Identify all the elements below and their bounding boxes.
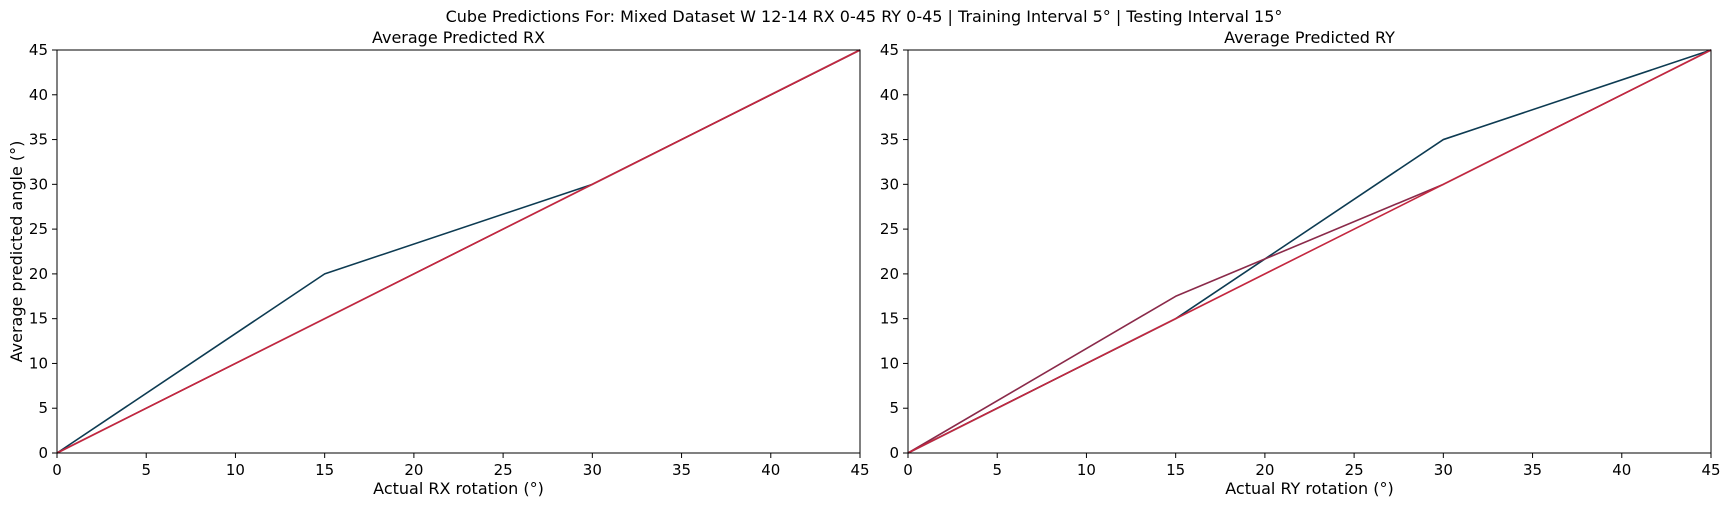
ax-ry-title: Average Predicted RY [1224, 28, 1395, 47]
ax-rx-title: Average Predicted RX [372, 28, 545, 47]
ax-rx-y-tick-label: 35 [29, 131, 48, 149]
ax-ry-y-tick-label: 40 [880, 86, 899, 104]
ax-ry-x-tick-label: 10 [1077, 461, 1096, 479]
ax-rx-x-tick-label: 45 [850, 461, 869, 479]
ax-rx-x-tick-label: 25 [494, 461, 513, 479]
subplot-ry: 0 5 10 15 20 25 30 35 40 45 0 5 10 15 20 25 30 35 40 45 Aver… [880, 28, 1721, 498]
ax-ry-x-tick-label: 0 [903, 461, 913, 479]
ax-rx-y-tick-label: 0 [38, 444, 48, 462]
ax-rx-y-tick-label: 20 [29, 265, 48, 283]
ax-rx-x-axis-label: Actual RX rotation (°) [373, 479, 544, 498]
ax-ry-frame [907, 49, 1712, 454]
ax-rx-x-tick-label: 15 [315, 461, 334, 479]
ax-rx-y-tick-label: 15 [29, 310, 48, 328]
ax-ry-y-tick-label: 15 [880, 310, 899, 328]
ax-rx-y-axis-label: Average predicted angle (°) [7, 141, 26, 363]
ax-ry-series-group [907, 49, 1712, 454]
ax-ry-x-tick-label: 15 [1166, 461, 1185, 479]
ax-rx-series-group [56, 49, 861, 454]
ax-rx-x-tick-label: 20 [404, 461, 423, 479]
ax-ry-y-tick-label: 20 [880, 265, 899, 283]
ax-ry-x-tick-label: 20 [1255, 461, 1274, 479]
ax-rx-y-tick-label: 40 [29, 86, 48, 104]
ax-ry-y-tick-label: 5 [889, 399, 899, 417]
ax-ry-x-tick-label: 40 [1612, 461, 1631, 479]
ax-rx-y-tick-label: 25 [29, 220, 48, 238]
figure-suptitle: Cube Predictions For: Mixed Dataset W 12… [446, 7, 1283, 26]
ax-rx-y-tick-label: 5 [38, 399, 48, 417]
ax-ry-x-axis-label: Actual RY rotation (°) [1225, 479, 1393, 498]
ax-ry-y-tick-label: 45 [880, 41, 899, 59]
ax-rx-x-tick-label: 0 [52, 461, 62, 479]
ax-rx-x-tick-label: 30 [583, 461, 602, 479]
ax-ry-x-tick-label: 5 [992, 461, 1002, 479]
ax-ry-series-line-3 [907, 49, 1712, 454]
ax-rx-y-tick-label: 30 [29, 175, 48, 193]
ax-rx-y-tick-label: 10 [29, 354, 48, 372]
ax-rx-series-line-3 [56, 49, 861, 454]
ax-rx-x-tick-label: 40 [761, 461, 780, 479]
subplot-rx: 0 5 10 15 20 25 30 35 40 45 0 5 10 15 20 25 30 35 40 45 Aver… [7, 28, 870, 498]
ax-rx-x-tick-label: 35 [672, 461, 691, 479]
ax-ry-x-tick-label: 35 [1523, 461, 1542, 479]
ax-ry-y-tick-label: 30 [880, 175, 899, 193]
ax-rx-x-tick-label: 10 [226, 461, 245, 479]
ax-ry-y-tick-label: 0 [889, 444, 899, 462]
ax-ry-y-tick-label: 25 [880, 220, 899, 238]
ax-ry-y-tick-label: 35 [880, 131, 899, 149]
ax-ry-x-tick-label: 30 [1434, 461, 1453, 479]
ax-ry-x-tick-label: 25 [1345, 461, 1364, 479]
ax-ry-x-tick-label: 45 [1701, 461, 1720, 479]
ax-ry-y-tick-label: 10 [880, 354, 899, 372]
ax-rx-x-tick-label: 5 [141, 461, 151, 479]
ax-rx-frame [56, 49, 861, 454]
ax-rx-y-tick-label: 45 [29, 41, 48, 59]
